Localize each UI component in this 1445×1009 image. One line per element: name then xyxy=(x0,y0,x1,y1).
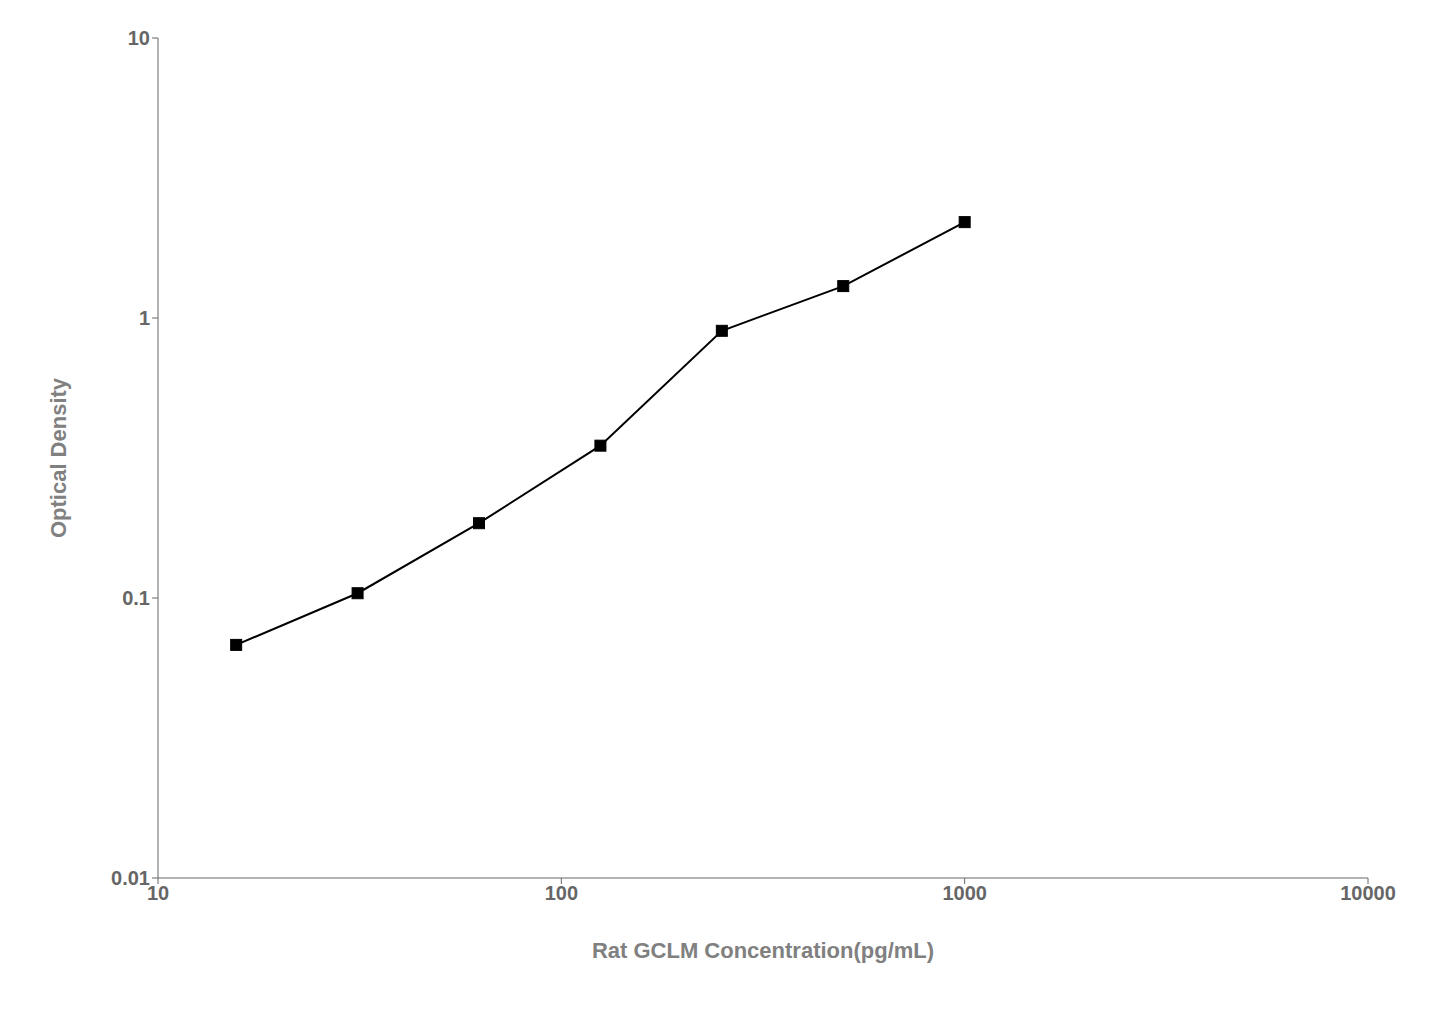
svg-text:Rat GCLM Concentration(pg/mL): Rat GCLM Concentration(pg/mL) xyxy=(592,938,934,963)
svg-text:10: 10 xyxy=(128,27,150,49)
svg-text:10000: 10000 xyxy=(1340,882,1396,904)
svg-text:10: 10 xyxy=(147,882,169,904)
svg-text:Optical Density: Optical Density xyxy=(46,377,71,538)
svg-text:1000: 1000 xyxy=(942,882,987,904)
svg-text:0.1: 0.1 xyxy=(122,587,150,609)
svg-text:100: 100 xyxy=(545,882,578,904)
svg-text:1: 1 xyxy=(139,307,150,329)
svg-text:0.01: 0.01 xyxy=(111,867,150,889)
